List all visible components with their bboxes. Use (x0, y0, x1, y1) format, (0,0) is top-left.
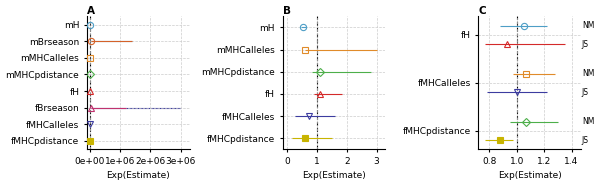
Text: NM: NM (582, 117, 594, 126)
Text: NM: NM (582, 21, 594, 30)
Text: A: A (87, 6, 95, 16)
Text: B: B (283, 6, 290, 16)
Text: C: C (478, 6, 486, 16)
Text: NM: NM (582, 69, 594, 78)
Text: JS: JS (582, 136, 589, 145)
Text: JS: JS (582, 88, 589, 97)
X-axis label: Exp(Estimate): Exp(Estimate) (498, 171, 562, 180)
X-axis label: Exp(Estimate): Exp(Estimate) (302, 171, 366, 180)
X-axis label: Exp(Estimate): Exp(Estimate) (106, 171, 170, 180)
Text: JS: JS (582, 39, 589, 49)
